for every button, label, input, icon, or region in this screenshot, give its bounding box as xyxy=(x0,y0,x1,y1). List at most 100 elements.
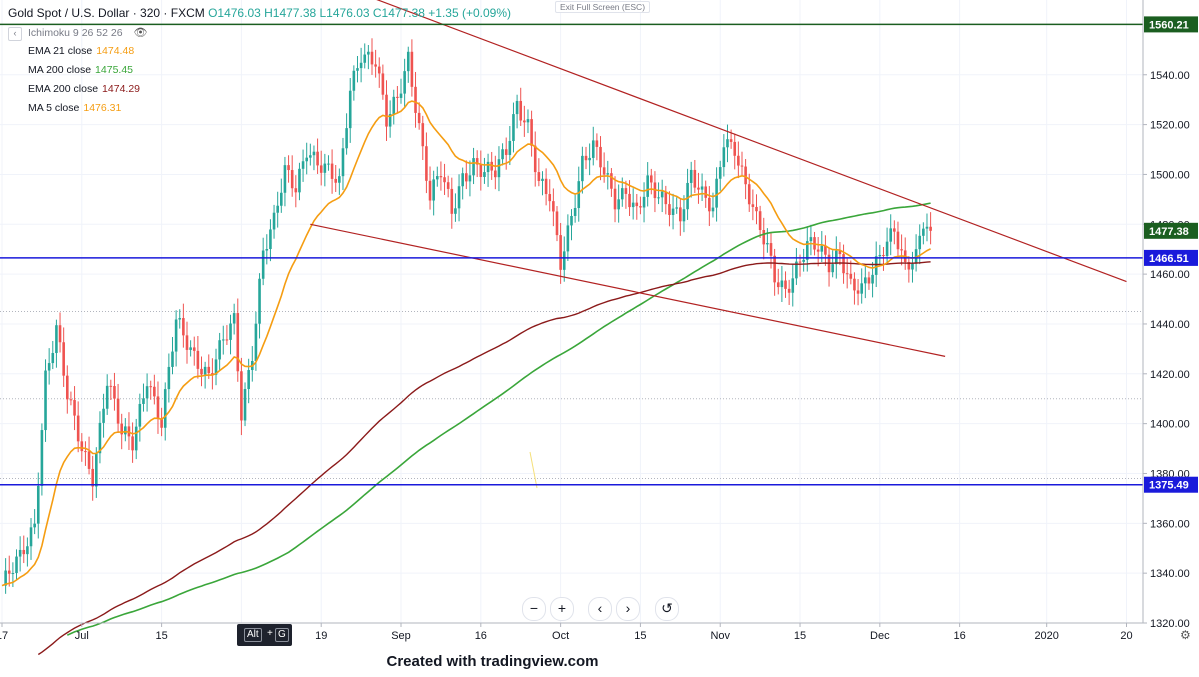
visibility-eye-icon[interactable]: 👁 xyxy=(133,27,148,39)
collapse-legend-button[interactable]: ‹ xyxy=(8,27,22,41)
candle-down xyxy=(504,149,508,155)
candle-up xyxy=(51,353,55,364)
indicator-label: MA 5 close xyxy=(28,102,80,114)
candle-down xyxy=(192,347,196,351)
candle-down xyxy=(290,170,294,189)
zoom-out-button[interactable]: − xyxy=(522,597,546,621)
indicator-ma5[interactable]: MA 5 close 1476.31 xyxy=(28,102,121,114)
shortcut-alt-key: Alt xyxy=(244,628,262,642)
candle-down xyxy=(149,386,153,388)
candle-down xyxy=(635,202,639,207)
candle-up xyxy=(174,319,178,352)
candle-down xyxy=(330,163,334,179)
indicator-ma200[interactable]: MA 200 close 1475.45 xyxy=(28,64,133,76)
candle-down xyxy=(769,243,773,256)
price-tick-label: 1340.00 xyxy=(1150,568,1190,580)
candle-down xyxy=(211,373,214,375)
candle-down xyxy=(729,139,733,142)
candle-up xyxy=(134,426,138,451)
candle-down xyxy=(490,161,493,171)
candle-down xyxy=(559,235,562,270)
candle-down xyxy=(697,187,700,190)
settings-gear-icon[interactable]: ⚙ xyxy=(1180,628,1191,642)
candle-up xyxy=(142,398,145,404)
candle-up xyxy=(214,359,218,375)
candle-up xyxy=(309,155,312,158)
candle-down xyxy=(439,176,443,178)
candle-down xyxy=(62,342,65,376)
candle-down xyxy=(679,207,682,222)
candle-up xyxy=(44,370,47,431)
candle-down xyxy=(929,226,932,231)
candle-down xyxy=(856,290,860,294)
candle-up xyxy=(352,70,356,91)
time-tick-label: Nov xyxy=(710,630,730,642)
candle-up xyxy=(878,254,882,257)
level-price-tag: 1466.51 xyxy=(1149,253,1189,265)
candle-down xyxy=(610,173,613,189)
candle-down xyxy=(200,368,203,375)
candle-up xyxy=(406,51,410,72)
candle-up xyxy=(203,366,207,375)
scroll-left-button[interactable]: ‹ xyxy=(588,597,612,621)
candle-up xyxy=(261,250,265,279)
candle-up xyxy=(167,366,171,390)
candle-up xyxy=(327,163,330,165)
candle-down xyxy=(740,165,744,167)
time-tick-label: 15 xyxy=(794,630,806,642)
candle-up xyxy=(512,114,515,141)
candle-down xyxy=(853,278,856,291)
candle-up xyxy=(163,389,167,428)
indicator-ema21[interactable]: EMA 21 close 1474.48 xyxy=(28,45,134,57)
candle-up xyxy=(367,51,370,55)
candle-down xyxy=(316,151,319,166)
candle-up xyxy=(229,323,232,340)
price-tick-label: 1500.00 xyxy=(1150,169,1190,181)
indicator-ichimoku-label: Ichimoku 9 26 52 26 xyxy=(28,27,123,39)
drawing-mark xyxy=(529,451,538,489)
candle-up xyxy=(4,570,7,586)
candle-down xyxy=(896,231,900,250)
indicator-ema200[interactable]: EMA 200 close 1474.29 xyxy=(28,83,140,95)
candle-up xyxy=(809,237,813,242)
candle-up xyxy=(718,167,722,179)
candle-up xyxy=(715,178,718,208)
indicator-label: EMA 21 close xyxy=(28,45,93,57)
candle-up xyxy=(98,422,102,454)
candle-up xyxy=(620,188,624,200)
candle-down xyxy=(450,188,454,214)
candle-up xyxy=(820,245,824,252)
candle-up xyxy=(468,175,472,182)
candle-down xyxy=(523,120,526,123)
candle-up xyxy=(617,199,620,210)
reset-chart-button[interactable]: ↺ xyxy=(655,597,679,621)
candle-down xyxy=(182,318,185,336)
candle-up xyxy=(486,161,490,173)
candle-down xyxy=(196,350,200,369)
candle-down xyxy=(396,96,399,98)
candle-up xyxy=(566,225,570,252)
candle-up xyxy=(258,278,261,324)
scroll-right-button[interactable]: › xyxy=(616,597,640,621)
candle-down xyxy=(668,204,671,216)
price-tick-label: 1320.00 xyxy=(1150,618,1190,630)
candle-down xyxy=(73,400,76,416)
exit-fullscreen-button[interactable]: Exit Full Screen (ESC) xyxy=(555,1,651,13)
price-tick-label: 1400.00 xyxy=(1150,419,1190,431)
candle-up xyxy=(911,263,914,270)
candle-up xyxy=(269,229,272,250)
candle-up xyxy=(922,228,925,236)
last-price-tag: 1477.38 xyxy=(1149,226,1189,238)
ohlc-values: O1476.03 H1477.38 L1476.03 C1477.38 +1.3… xyxy=(208,6,511,20)
candle-up xyxy=(646,175,649,197)
candle-down xyxy=(758,211,762,231)
level-price-tag-bg xyxy=(1144,16,1198,33)
time-tick-label: 16 xyxy=(954,630,966,642)
candle-up xyxy=(283,165,287,193)
candle-up xyxy=(780,280,784,288)
candle-down xyxy=(65,375,69,400)
candle-up xyxy=(403,71,406,94)
indicator-ichimoku[interactable]: Ichimoku 9 26 52 26 👁 xyxy=(28,26,147,39)
zoom-in-button[interactable]: + xyxy=(550,597,574,621)
